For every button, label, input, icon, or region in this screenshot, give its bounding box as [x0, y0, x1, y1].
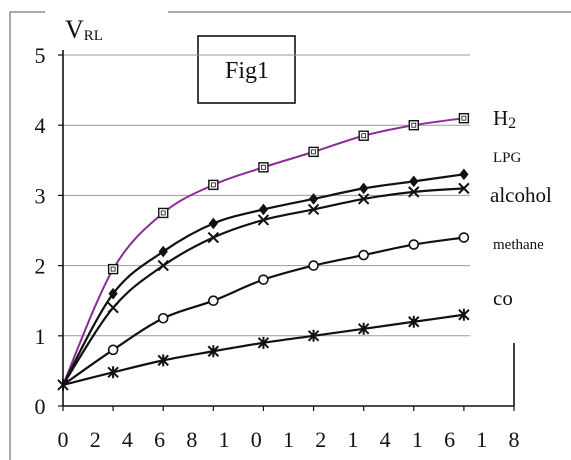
- series-label-h2-main: H: [493, 106, 508, 130]
- data-point-h2: [409, 121, 418, 130]
- series-label-lpg: LPG: [493, 150, 522, 166]
- data-point-methane: [459, 233, 468, 242]
- data-point-methane: [259, 275, 268, 284]
- x-tick-label: 8: [186, 427, 197, 452]
- data-point-lpg: [209, 218, 217, 228]
- data-point-h2: [309, 147, 318, 156]
- data-point-h2: [109, 265, 118, 274]
- y-axis-ticks: 0 1 2 3 4 5: [35, 43, 64, 419]
- series-line-methane: [63, 238, 464, 385]
- data-point-methane: [109, 345, 118, 354]
- data-point-h2: [209, 180, 218, 189]
- data-point-methane: [209, 296, 218, 305]
- series-layer: [58, 114, 469, 391]
- data-point-methane: [409, 240, 418, 249]
- data-point-alcohol: [108, 303, 118, 313]
- data-point-methane: [309, 261, 318, 270]
- series-methane: [63, 233, 468, 385]
- data-point-lpg: [410, 176, 418, 186]
- y-axis-label: VRL: [65, 15, 103, 44]
- x-tick-label: 6: [154, 427, 165, 452]
- y-tick-label: 5: [35, 43, 46, 68]
- y-tick-label: 1: [35, 324, 46, 349]
- x-tick-label: 1: [283, 427, 294, 452]
- series-label-alcohol: alcohol: [490, 183, 552, 207]
- x-tick-label: 2: [90, 427, 101, 452]
- data-point-h2: [459, 114, 468, 123]
- series-line-alcohol: [63, 188, 464, 385]
- x-tick-label: 8: [509, 427, 520, 452]
- y-axis-label-sub: RL: [84, 28, 103, 44]
- x-tick-label: 0: [58, 427, 69, 452]
- x-tick-label: 1: [412, 427, 423, 452]
- y-tick-label: 4: [35, 113, 46, 138]
- series-line-co: [63, 315, 464, 385]
- y-tick-label: 0: [35, 394, 46, 419]
- y-axis-label-main: V: [65, 15, 84, 44]
- data-point-lpg: [259, 204, 267, 214]
- series-label-h2-sub: 2: [508, 115, 516, 132]
- x-tick-label: 6: [444, 427, 455, 452]
- x-tick-label: 1: [347, 427, 358, 452]
- data-point-lpg: [360, 183, 368, 193]
- y-tick-label: 3: [35, 183, 46, 208]
- x-tick-label: 2: [315, 427, 326, 452]
- x-tick-label: 4: [122, 427, 133, 452]
- series-co: [58, 309, 469, 391]
- data-point-lpg: [159, 247, 167, 257]
- data-point-h2: [259, 163, 268, 172]
- data-point-methane: [359, 251, 368, 260]
- series-label-h2: H2: [493, 106, 516, 132]
- series-label-methane: methane: [493, 237, 544, 253]
- x-tick-label: 4: [380, 427, 391, 452]
- data-point-h2: [159, 208, 168, 217]
- data-point-lpg: [460, 169, 468, 179]
- series-label-co: co: [493, 286, 513, 310]
- data-point-methane: [159, 314, 168, 323]
- data-point-h2: [359, 131, 368, 140]
- x-tick-label: 1: [219, 427, 230, 452]
- chart-title: Fig1: [225, 58, 269, 84]
- data-point-alcohol: [208, 233, 218, 243]
- x-tick-label: 1: [476, 427, 487, 452]
- x-tick-label: 0: [251, 427, 262, 452]
- y-tick-label: 2: [35, 254, 46, 279]
